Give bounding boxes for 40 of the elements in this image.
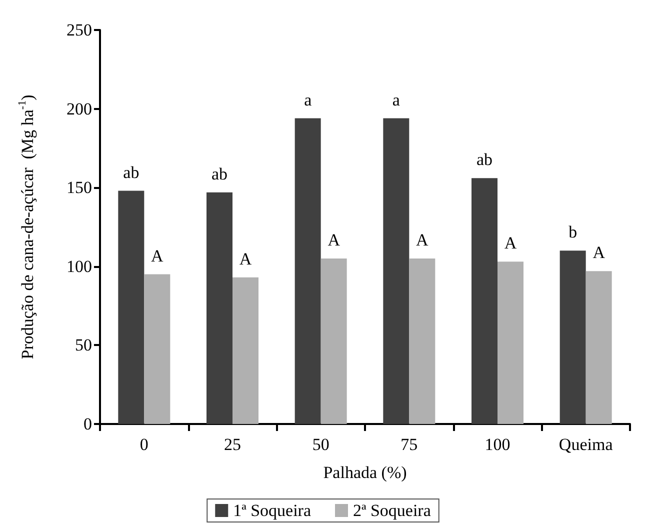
y-tick-label: 100 xyxy=(66,256,92,276)
y-tick-label: 200 xyxy=(66,99,92,118)
bar xyxy=(294,118,321,424)
bar xyxy=(144,274,170,424)
legend-label: 1ª Soqueira xyxy=(233,501,312,520)
annotation: a xyxy=(304,90,312,110)
annotation: A xyxy=(151,246,164,266)
annotation: A xyxy=(328,230,341,250)
annotation: A xyxy=(416,230,430,250)
y-axis-title: Produção de cana-de-açúcar (Mg ha-1) xyxy=(16,94,37,360)
annotation: A xyxy=(239,249,252,268)
bar xyxy=(320,258,347,424)
bar xyxy=(206,192,232,424)
annotation: ab xyxy=(476,150,493,170)
x-tick-label: 0 xyxy=(140,435,148,454)
annotation: A xyxy=(592,243,606,262)
x-tick-label: Queima xyxy=(558,435,614,454)
bar xyxy=(472,178,498,424)
bar xyxy=(383,118,410,424)
x-tick-label: 75 xyxy=(400,435,418,454)
bar xyxy=(498,262,524,424)
y-tick-label: 150 xyxy=(66,178,92,198)
y-tick-label: 0 xyxy=(84,414,92,434)
bar xyxy=(118,190,144,424)
annotation: ab xyxy=(211,164,228,184)
bar xyxy=(586,271,612,424)
y-tick-label: 250 xyxy=(66,20,92,40)
annotation: A xyxy=(504,234,518,253)
annotation: a xyxy=(392,90,400,110)
legend-label: 2ª Soqueira xyxy=(353,501,432,520)
x-axis-title: Palhada (%) xyxy=(323,463,407,482)
annotation: b xyxy=(568,222,578,242)
bar xyxy=(560,250,586,424)
x-tick-label: 50 xyxy=(312,435,330,454)
x-tick-label: 100 xyxy=(484,435,510,454)
x-tick-label: 25 xyxy=(224,435,241,454)
bar xyxy=(232,277,258,424)
bar xyxy=(409,258,436,424)
y-tick-label: 50 xyxy=(75,336,92,355)
annotation: ab xyxy=(123,162,140,182)
